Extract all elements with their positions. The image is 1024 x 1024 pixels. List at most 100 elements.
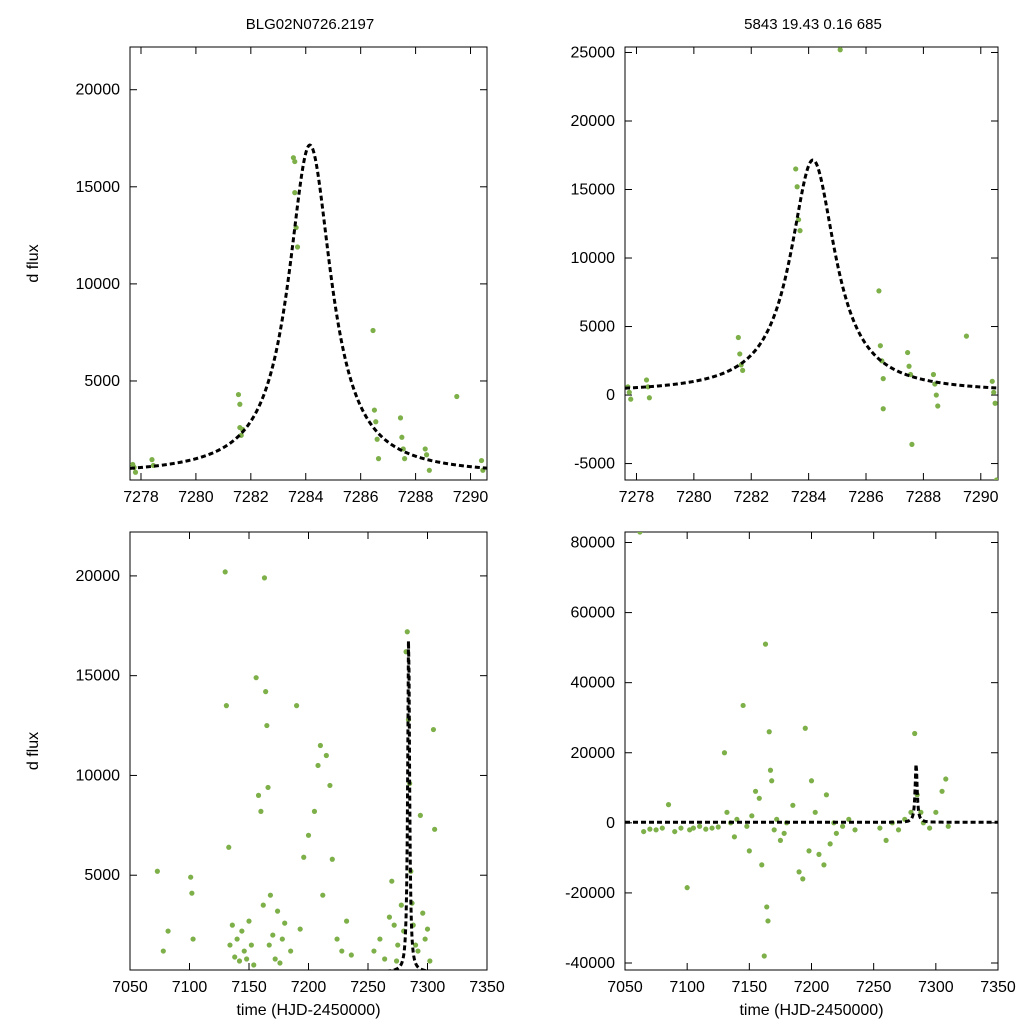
data-point — [382, 956, 388, 962]
data-point — [880, 406, 886, 412]
data-point — [684, 885, 690, 891]
data-point — [236, 958, 243, 964]
data-point — [371, 948, 377, 954]
data-point — [877, 825, 883, 831]
data-point — [258, 808, 264, 814]
data-point — [329, 856, 335, 862]
data-point — [422, 446, 428, 452]
x-tick-label: 7050 — [607, 979, 643, 996]
plot-frame — [129, 531, 488, 971]
data-point — [237, 401, 243, 407]
x-tick-label: 7280 — [676, 489, 712, 506]
data-point — [320, 892, 326, 898]
x-tick-label: 7280 — [178, 489, 214, 506]
plot-frame — [129, 46, 488, 481]
x-axis-label: time (HJD-2450000) — [236, 1002, 380, 1019]
data-points — [154, 569, 438, 968]
data-point — [906, 363, 912, 369]
data-point — [149, 457, 155, 463]
data-point — [945, 823, 951, 829]
x-axis-label: time (HJD-2450000) — [739, 1002, 883, 1019]
data-point — [837, 47, 843, 53]
data-point — [715, 824, 721, 830]
data-point — [422, 936, 428, 942]
x-tick-label: 7286 — [343, 489, 379, 506]
data-point — [796, 869, 802, 875]
data-point — [766, 729, 772, 735]
data-point — [764, 904, 770, 910]
data-point — [930, 371, 937, 378]
data-point — [735, 334, 741, 341]
x-tick-label: 7200 — [794, 979, 830, 996]
data-point — [749, 813, 755, 819]
y-tick-label: -5000 — [574, 456, 615, 473]
data-point — [413, 942, 419, 948]
data-point — [790, 802, 796, 808]
y-tick-label: 0 — [606, 387, 615, 404]
y-tick-label: 20000 — [76, 568, 121, 585]
data-point — [744, 823, 750, 829]
y-tick-label: 10000 — [76, 767, 121, 784]
data-point — [876, 288, 882, 294]
data-point — [643, 377, 650, 383]
data-point — [762, 641, 769, 647]
data-point — [265, 784, 271, 791]
data-point — [263, 689, 269, 695]
data-point — [398, 902, 404, 908]
data-point — [933, 809, 939, 815]
data-point — [389, 878, 395, 884]
data-point — [846, 816, 852, 822]
data-point — [248, 942, 254, 948]
data-point — [737, 351, 743, 357]
data-point — [797, 228, 803, 234]
x-tick-label: 7286 — [848, 489, 884, 506]
y-tick-label: 80000 — [571, 535, 616, 552]
data-point — [404, 629, 410, 635]
x-tick-label: 7100 — [172, 979, 208, 996]
x-tick-label: 7050 — [112, 979, 148, 996]
data-point — [935, 403, 941, 409]
y-tick-label: 20000 — [571, 113, 616, 130]
y-tick-label: 60000 — [571, 605, 616, 622]
data-point — [659, 825, 665, 831]
data-point — [261, 575, 268, 581]
data-point — [653, 827, 659, 833]
data-point — [305, 832, 312, 838]
data-point — [752, 788, 759, 794]
x-tick-label: 7300 — [918, 979, 954, 996]
y-tick-label: 5000 — [579, 319, 615, 336]
data-point — [816, 851, 822, 857]
data-point — [402, 456, 408, 462]
data-point — [189, 890, 195, 896]
data-point — [227, 942, 233, 948]
data-point — [251, 962, 257, 968]
data-point — [222, 569, 228, 575]
y-axis-label: d flux — [25, 244, 42, 282]
data-point — [812, 809, 818, 815]
model-curve — [625, 764, 998, 824]
y-tick-label: 15000 — [76, 179, 121, 196]
data-point — [327, 782, 333, 789]
model-curve — [625, 158, 998, 390]
data-point — [282, 920, 288, 926]
data-point — [395, 942, 401, 948]
x-tick-label: 7200 — [291, 979, 327, 996]
y-tick-label: 20000 — [76, 82, 121, 99]
data-point — [641, 828, 647, 835]
data-point — [827, 841, 833, 847]
y-tick-label: 15000 — [76, 668, 121, 685]
data-point — [781, 830, 787, 836]
data-point — [905, 349, 911, 356]
y-tick-label: -40000 — [565, 955, 615, 972]
data-point — [301, 854, 307, 860]
x-tick-label: 7284 — [791, 489, 827, 506]
data-point — [852, 827, 858, 833]
data-point — [229, 922, 235, 928]
data-point — [821, 862, 827, 868]
panel-top-left: 7278 7280 7282 7284 7286 7288 7290 5000 10000 150… — [25, 46, 488, 506]
data-point — [188, 874, 194, 880]
x-tick-label: 7350 — [469, 979, 505, 996]
data-point — [721, 750, 728, 756]
data-point — [264, 722, 270, 729]
plot-frame — [624, 531, 999, 971]
